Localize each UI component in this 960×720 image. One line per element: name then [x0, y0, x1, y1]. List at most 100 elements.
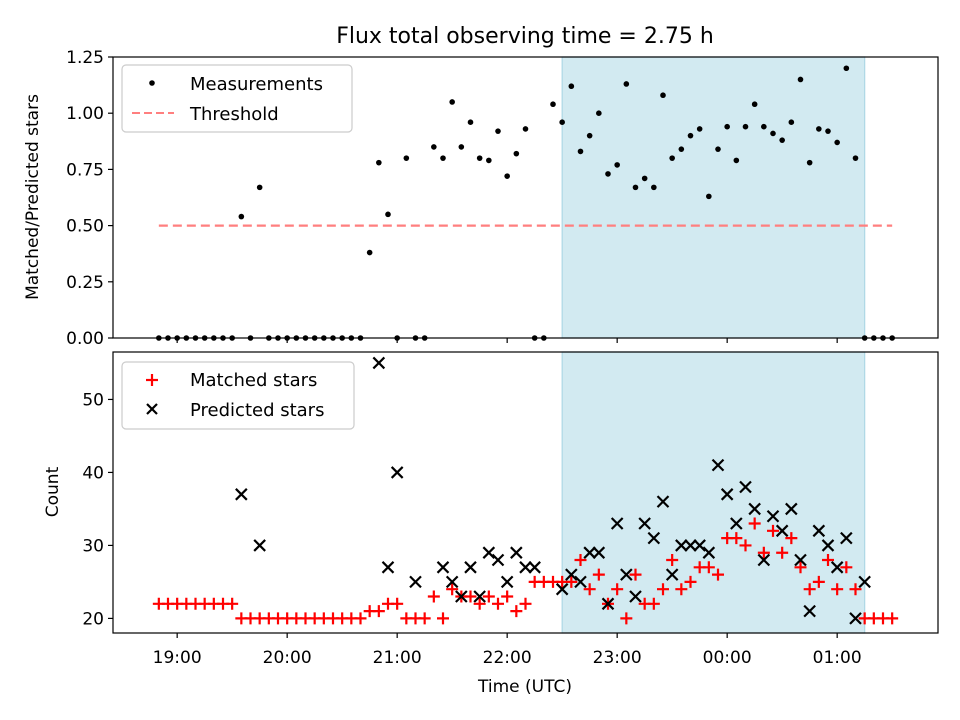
- predicted-star-point: [601, 597, 615, 611]
- measurement-point: [366, 249, 373, 256]
- predicted-star-point: [775, 524, 789, 538]
- top-y-tick-label: 0.75: [66, 160, 104, 180]
- legend-predicted-marker: [146, 403, 158, 415]
- measurement-point: [449, 99, 455, 105]
- measurement-point: [825, 128, 831, 134]
- bottom-x-tick-label: 00:00: [703, 648, 752, 668]
- predicted-star-point: [702, 546, 716, 559]
- matched-star-point: [794, 561, 807, 574]
- measurement-point: [696, 126, 703, 132]
- measurement-point: [403, 155, 410, 161]
- matched-star-point: [510, 605, 523, 618]
- measurement-point: [256, 184, 263, 191]
- measurement-point: [467, 119, 474, 125]
- measurement-point: [788, 119, 795, 125]
- predicted-star-point: [528, 561, 541, 574]
- predicted-star-point: [785, 502, 798, 516]
- top-y-tick-label: 1.25: [66, 48, 104, 68]
- matched-star-point: [675, 583, 688, 596]
- bottom-x-axis: 19:00 20:00 21:00 22:00 23:00 00:00 01:00: [153, 633, 862, 668]
- measurement-point: [770, 130, 776, 137]
- measurement-point: [458, 144, 465, 150]
- top-y-tick-label: 0.00: [66, 329, 104, 349]
- measurement-point: [513, 150, 520, 157]
- matched-star-point: [418, 612, 431, 625]
- measurement-point: [834, 139, 840, 146]
- matched-star-point: [831, 583, 844, 596]
- matched-star-point: [574, 554, 587, 567]
- predicted-star-point: [381, 561, 395, 574]
- top-legend-box: [121, 64, 353, 133]
- bottom-x-tick-label: 21:00: [373, 648, 422, 668]
- matched-star-point: [776, 546, 789, 559]
- predicted-stars-points: [235, 356, 871, 625]
- matched-star-point: [565, 575, 578, 588]
- matched-star-point: [812, 575, 825, 588]
- matched-star-point: [647, 597, 660, 610]
- matched-star-point: [611, 583, 624, 596]
- measurement-point: [586, 132, 593, 139]
- measurement-point: [715, 146, 721, 152]
- bottom-y-tick-label: 30: [82, 536, 104, 556]
- top-y-tick-label: 1.00: [66, 104, 104, 124]
- matched-star-point: [702, 561, 715, 574]
- matched-star-point: [730, 532, 743, 545]
- matched-star-point: [583, 583, 596, 596]
- matched-star-point: [519, 597, 532, 610]
- predicted-star-point: [849, 612, 862, 625]
- matched-star-point: [712, 568, 724, 581]
- predicted-star-point: [592, 546, 606, 559]
- top-observing-band: [561, 56, 866, 339]
- top-y-axis-label: Matched/Predicted stars: [23, 94, 43, 300]
- bottom-x-tick-label: 20:00: [263, 648, 312, 668]
- predicted-star-point: [482, 546, 496, 559]
- bottom-x-tick-label: 01:00: [813, 648, 862, 668]
- measurement-point: [816, 126, 822, 132]
- legend-threshold-label: Threshold: [189, 104, 279, 125]
- matched-star-point: [757, 546, 770, 559]
- measurement-point: [486, 157, 492, 164]
- predicted-star-point: [803, 604, 816, 618]
- matched-star-point: [657, 583, 669, 596]
- measurement-point: [651, 184, 657, 191]
- bottom-legend-box: [121, 361, 355, 430]
- matched-star-point: [446, 583, 459, 596]
- predicted-star-point: [455, 590, 468, 603]
- predicted-star-point: [720, 488, 734, 501]
- predicted-star-point: [812, 524, 826, 538]
- measurement-point: [495, 128, 501, 134]
- measurement-point: [742, 123, 749, 130]
- measurement-point: [559, 119, 565, 125]
- bottom-legend: Matched stars Predicted stars: [121, 361, 355, 430]
- predicted-star-point: [565, 568, 578, 581]
- chart-title: Flux total observing time = 2.75 h: [336, 24, 714, 49]
- predicted-star-point: [858, 575, 871, 589]
- bottom-y-tick-label: 50: [82, 390, 104, 410]
- predicted-star-point: [409, 575, 422, 589]
- matched-star-point: [372, 605, 385, 618]
- matched-star-point: [437, 612, 449, 625]
- bottom-plot-frame: [112, 351, 939, 634]
- top-plot-frame: [112, 56, 939, 339]
- bottom-y-axis-label: Count: [43, 466, 63, 517]
- measurement-point: [596, 110, 602, 116]
- predicted-star-point: [436, 561, 450, 574]
- matched-star-point: [785, 532, 798, 545]
- measurement-point: [440, 155, 446, 161]
- top-y-axis: 0.00 0.25 0.50 0.75 1.00 1.25: [66, 48, 113, 349]
- predicted-star-point: [519, 561, 532, 574]
- matched-star-point: [822, 554, 834, 567]
- measurement-point: [476, 155, 483, 161]
- measurement-point: [761, 123, 767, 130]
- predicted-star-point: [473, 590, 486, 603]
- matched-star-point: [840, 561, 853, 574]
- predicted-star-point: [500, 575, 514, 589]
- measurement-point: [687, 132, 694, 139]
- matched-star-point: [748, 517, 761, 530]
- legend-predicted-label: Predicted stars: [190, 400, 324, 421]
- predicted-star-point: [684, 539, 697, 552]
- predicted-star-point: [675, 539, 688, 552]
- predicted-star-point: [794, 553, 807, 567]
- predicted-star-point: [840, 531, 853, 545]
- measurement-point: [550, 101, 556, 108]
